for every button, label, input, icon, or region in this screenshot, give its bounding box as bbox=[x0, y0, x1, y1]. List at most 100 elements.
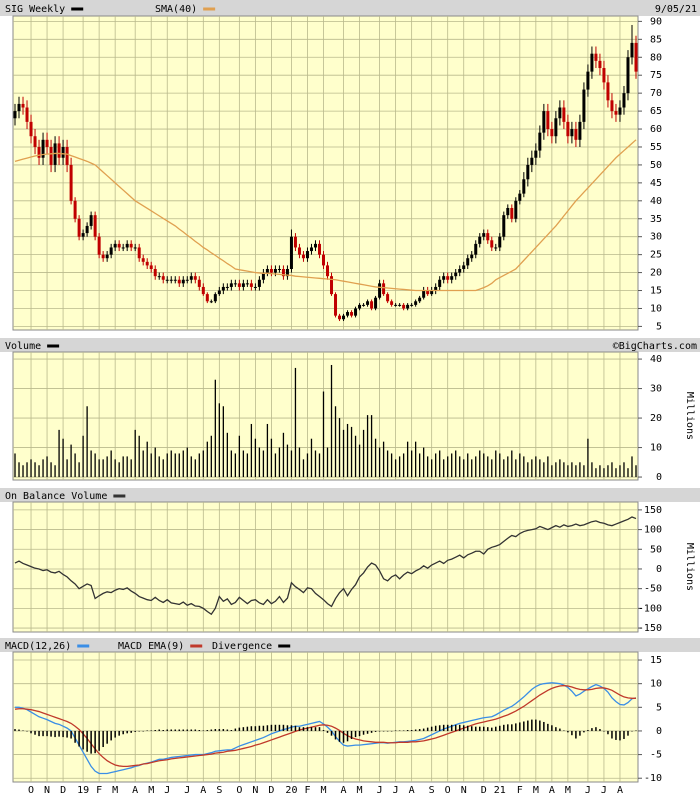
volume-bar bbox=[523, 456, 525, 478]
divergence-bar bbox=[182, 729, 185, 731]
x-tick-label: F bbox=[517, 785, 523, 796]
candle-body bbox=[53, 143, 57, 165]
divergence-bar bbox=[322, 730, 325, 731]
divergence-bar bbox=[623, 730, 625, 739]
legend-label: On Balance Volume bbox=[5, 491, 107, 502]
volume-bar bbox=[150, 453, 152, 478]
x-tick-label: J bbox=[601, 785, 607, 796]
volume-bar bbox=[539, 459, 541, 478]
y-tick-label: 15 bbox=[650, 655, 662, 666]
divergence-bar bbox=[595, 727, 597, 731]
candle-body bbox=[141, 258, 145, 262]
divergence-bar bbox=[250, 726, 253, 731]
x-tick-label: O bbox=[445, 785, 451, 796]
divergence-bar bbox=[186, 729, 189, 731]
divergence-bar bbox=[226, 729, 229, 731]
y-tick-label: 85 bbox=[650, 34, 662, 45]
volume-bar bbox=[435, 453, 437, 478]
x-tick-label: M bbox=[533, 785, 539, 796]
candle-body bbox=[622, 93, 626, 108]
divergence-bar bbox=[422, 728, 425, 731]
candle-body bbox=[37, 146, 41, 158]
volume-bar bbox=[571, 462, 573, 478]
legend-label: MACD EMA(9) bbox=[118, 641, 184, 652]
y-tick-label: -150 bbox=[638, 623, 662, 634]
divergence-bar bbox=[458, 724, 461, 731]
candle-body bbox=[422, 290, 426, 298]
candle-body bbox=[538, 132, 542, 151]
candle-body bbox=[317, 243, 321, 255]
volume-bar bbox=[511, 450, 513, 478]
volume-bar bbox=[122, 456, 124, 478]
y-axis-label: Millions bbox=[684, 392, 695, 440]
candle-body bbox=[530, 157, 534, 165]
divergence-bar bbox=[583, 730, 585, 733]
y-tick-label: 65 bbox=[650, 106, 662, 117]
candle-body bbox=[73, 200, 77, 219]
divergence-bar bbox=[270, 724, 273, 731]
volume-bar bbox=[607, 465, 609, 478]
divergence-bar bbox=[26, 730, 28, 732]
volume-bar bbox=[278, 447, 281, 478]
candle-body bbox=[249, 283, 253, 287]
divergence-bar bbox=[98, 730, 100, 751]
divergence-bar bbox=[619, 730, 621, 741]
volume-bar bbox=[603, 468, 605, 478]
divergence-bar bbox=[302, 727, 305, 731]
divergence-bar bbox=[122, 730, 124, 735]
divergence-bar bbox=[242, 727, 245, 731]
x-tick-label: J bbox=[393, 785, 399, 796]
volume-bar bbox=[423, 447, 425, 478]
volume-bar bbox=[186, 447, 188, 478]
candle-body bbox=[582, 89, 586, 122]
volume-bar bbox=[46, 456, 48, 478]
candle-body bbox=[418, 297, 422, 302]
volume-bar bbox=[471, 459, 473, 478]
divergence-bar bbox=[406, 730, 409, 731]
divergence-bar bbox=[286, 725, 289, 731]
volume-bar bbox=[166, 453, 168, 478]
volume-bar bbox=[599, 465, 601, 478]
divergence-bar bbox=[154, 730, 156, 731]
x-tick-label: D bbox=[60, 785, 66, 796]
candle-body bbox=[410, 304, 414, 306]
candle-body bbox=[189, 276, 193, 280]
volume-bar bbox=[14, 453, 16, 478]
volume-bar bbox=[358, 444, 361, 478]
divergence-bar bbox=[507, 724, 509, 731]
volume-bar bbox=[142, 450, 144, 478]
y-tick-label: 90 bbox=[650, 16, 662, 27]
x-tick-label: M bbox=[357, 785, 363, 796]
x-tick-label: J bbox=[377, 785, 383, 796]
volume-bar bbox=[154, 447, 156, 478]
candle-body bbox=[25, 107, 29, 122]
divergence-bar bbox=[499, 725, 501, 731]
candle-body bbox=[65, 146, 69, 165]
candle-body bbox=[225, 286, 229, 288]
candle-body bbox=[173, 279, 177, 281]
volume-bar bbox=[519, 453, 521, 478]
divergence-bar bbox=[34, 730, 36, 735]
divergence-bar bbox=[90, 730, 92, 754]
divergence-bar bbox=[30, 730, 32, 734]
volume-bar bbox=[306, 453, 309, 478]
candle-body bbox=[41, 139, 45, 158]
volume-bar bbox=[90, 450, 92, 478]
divergence-bar bbox=[587, 730, 589, 731]
candle-body bbox=[289, 236, 293, 269]
divergence-bar bbox=[563, 730, 565, 731]
volume-bar bbox=[110, 450, 112, 478]
candle-body bbox=[13, 111, 17, 119]
divergence-bar bbox=[126, 730, 128, 734]
y-tick-label: 150 bbox=[644, 505, 662, 516]
divergence-bar bbox=[523, 721, 525, 731]
volume-bar bbox=[330, 364, 333, 478]
volume-bar bbox=[178, 453, 180, 478]
header-bar bbox=[0, 0, 700, 16]
plot-area bbox=[12, 15, 639, 331]
volume-bar bbox=[102, 459, 104, 478]
volume-bar bbox=[382, 441, 385, 478]
volume-bar bbox=[591, 462, 593, 478]
y-tick-label: 20 bbox=[650, 413, 662, 424]
